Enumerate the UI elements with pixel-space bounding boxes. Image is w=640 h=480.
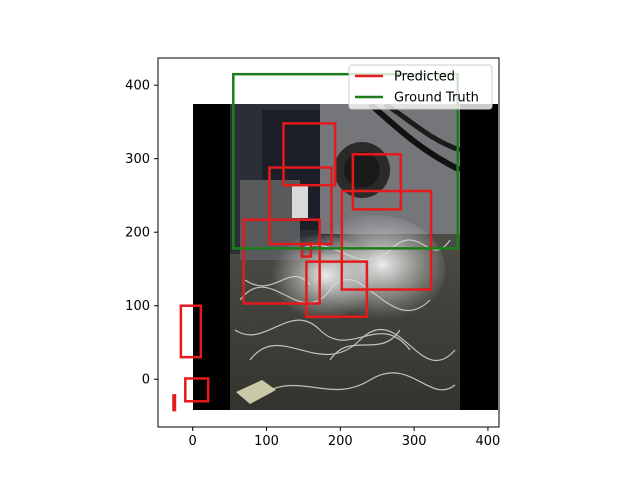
predicted-box [282,122,337,187]
x-tick-label: 400 [476,434,501,449]
y-tick-label: 100 [125,299,150,314]
legend-predicted-label: Predicted [394,70,455,85]
y-tick-label: 200 [125,226,150,241]
y-tick-label: 0 [142,373,150,388]
x-tick-label: 0 [189,434,197,449]
legend-ground-truth-label: Ground Truth [394,91,479,106]
predicted-box [184,377,210,403]
predicted-box [179,304,203,359]
axes-frame [157,57,500,428]
x-tick-label: 300 [402,434,427,449]
y-tick-label: 300 [125,152,150,167]
x-tick-label: 100 [254,434,279,449]
y-tick-label: 400 [125,79,150,94]
legend-box [348,64,493,110]
photo-image [193,104,498,410]
predicted-box [340,189,433,291]
predicted-box [268,166,333,246]
predicted-box [172,394,177,412]
predicted-box [351,153,403,211]
ground-truth-box [232,72,459,250]
x-tick-label: 200 [328,434,353,449]
legend: Predicted Ground Truth [348,64,493,110]
